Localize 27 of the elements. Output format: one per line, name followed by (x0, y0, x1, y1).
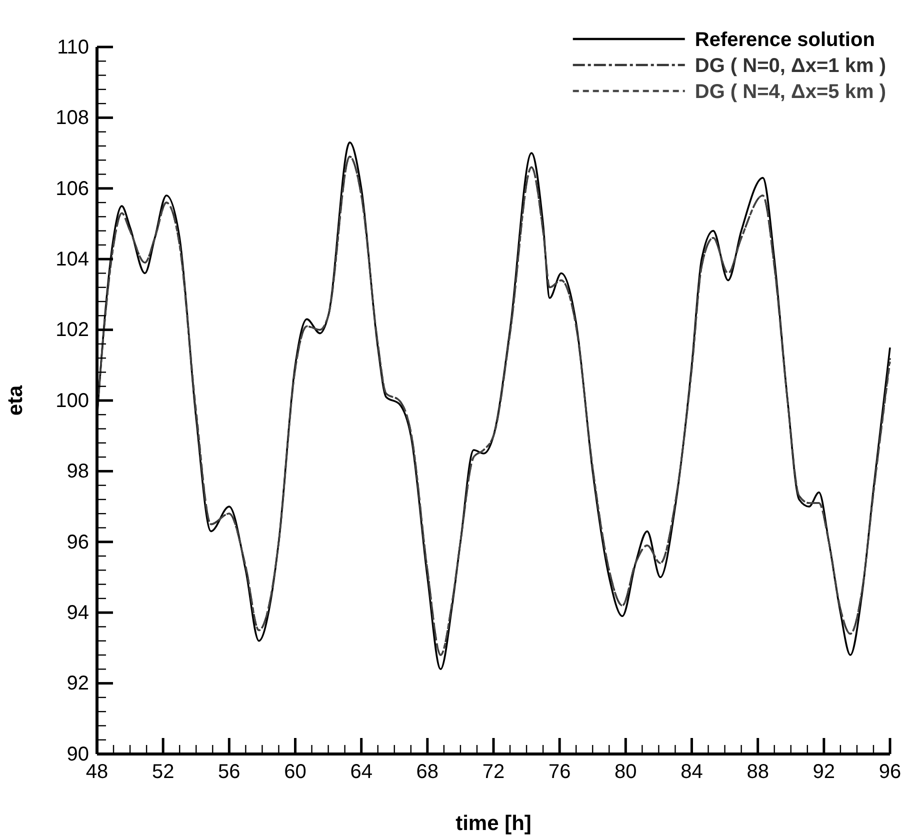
y-tick-label: 104 (56, 248, 89, 270)
x-tick-label: 60 (284, 761, 306, 784)
x-tick-label: 88 (746, 761, 769, 784)
x-tick-label: 52 (152, 761, 174, 784)
y-tick-label: 110 (57, 36, 89, 58)
x-tick-label: 84 (680, 761, 703, 784)
y-tick-label: 94 (66, 602, 89, 624)
y-tick-label: 98 (66, 460, 89, 483)
x-tick-label: 76 (548, 761, 571, 784)
x-tick-label: 56 (218, 761, 240, 784)
y-axis-title: eta (4, 385, 27, 416)
x-tick-label: 64 (350, 761, 372, 784)
y-tick-label: 106 (56, 178, 89, 200)
x-tick-label: 92 (812, 761, 836, 784)
y-tick-label: 92 (66, 672, 89, 695)
x-tick-label: 96 (878, 761, 902, 784)
x-tick-label: 80 (614, 761, 637, 784)
x-tick-label: 72 (482, 761, 505, 784)
x-tick-label: 68 (416, 761, 439, 784)
x-axis-title: time [h] (456, 812, 532, 835)
y-tick-label: 102 (56, 319, 89, 342)
text: DG ( N=0, Δx=1 km ) (694, 55, 886, 77)
y-tick-label: 96 (66, 531, 89, 554)
text: Reference solution (694, 29, 875, 51)
y-tick-label: 108 (56, 107, 89, 130)
y-tick-label: 100 (56, 390, 89, 412)
text: DG ( N=4, Δx=5 km ) (694, 81, 886, 103)
